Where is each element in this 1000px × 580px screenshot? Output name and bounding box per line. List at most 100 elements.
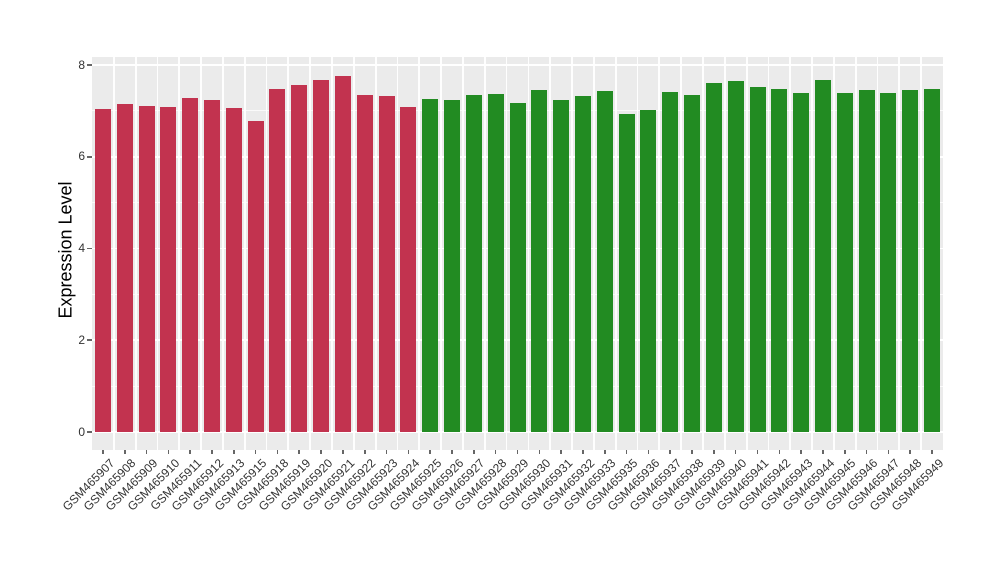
x-tick bbox=[429, 450, 431, 454]
bar-GSM465944 bbox=[814, 79, 831, 432]
category-divider bbox=[309, 57, 312, 450]
x-tick bbox=[538, 450, 541, 454]
x-tick bbox=[254, 450, 257, 454]
category-divider bbox=[243, 57, 246, 450]
bar-GSM465924 bbox=[400, 106, 417, 432]
bar-GSM465949 bbox=[924, 88, 941, 432]
x-tick bbox=[145, 450, 148, 454]
category-divider bbox=[723, 57, 726, 450]
category-divider bbox=[920, 57, 923, 450]
plot-panel bbox=[92, 57, 943, 450]
y-tick-label: 6 bbox=[78, 149, 85, 164]
category-divider bbox=[462, 57, 464, 450]
y-tick bbox=[87, 155, 92, 158]
bar-GSM465907 bbox=[94, 109, 111, 432]
bar-GSM465921 bbox=[334, 75, 351, 432]
x-tick bbox=[385, 450, 388, 454]
category-divider bbox=[854, 57, 857, 450]
y-tick bbox=[87, 247, 92, 250]
category-divider bbox=[418, 57, 421, 450]
category-divider bbox=[200, 57, 202, 450]
x-tick bbox=[582, 450, 584, 454]
bar-GSM465929 bbox=[509, 103, 526, 432]
bar-GSM465915 bbox=[247, 120, 264, 432]
category-divider bbox=[396, 57, 399, 450]
bar-GSM465939 bbox=[705, 83, 722, 432]
x-tick bbox=[625, 450, 628, 454]
x-tick bbox=[363, 450, 366, 454]
bar-GSM465909 bbox=[138, 106, 155, 432]
x-tick bbox=[909, 450, 912, 454]
bar-GSM465923 bbox=[378, 96, 395, 432]
bar-GSM465943 bbox=[793, 92, 810, 432]
x-tick bbox=[800, 450, 802, 454]
x-tick bbox=[865, 450, 868, 454]
bar-GSM465928 bbox=[487, 93, 504, 432]
category-divider bbox=[222, 57, 224, 450]
category-divider bbox=[614, 57, 617, 450]
category-divider bbox=[440, 57, 443, 450]
bar-GSM465936 bbox=[640, 109, 657, 432]
bar-GSM465945 bbox=[836, 93, 853, 432]
y-tick bbox=[87, 64, 92, 66]
category-divider bbox=[745, 57, 748, 450]
bar-GSM465926 bbox=[444, 100, 461, 432]
bar-GSM465933 bbox=[596, 91, 613, 432]
category-divider bbox=[112, 57, 115, 450]
x-tick bbox=[734, 450, 737, 454]
x-tick bbox=[713, 450, 715, 454]
x-tick bbox=[123, 450, 126, 454]
bar-GSM465946 bbox=[858, 89, 875, 432]
x-tick bbox=[494, 450, 497, 454]
bar-GSM465948 bbox=[902, 89, 919, 432]
y-tick-label: 2 bbox=[78, 332, 85, 347]
category-divider bbox=[767, 57, 770, 450]
gridline-major bbox=[92, 64, 943, 66]
bar-GSM465930 bbox=[531, 90, 548, 432]
x-tick bbox=[342, 450, 344, 454]
x-tick bbox=[276, 450, 279, 454]
x-tick bbox=[320, 450, 322, 454]
y-tick-label: 4 bbox=[78, 241, 85, 255]
category-divider bbox=[287, 57, 290, 450]
category-divider bbox=[331, 57, 333, 450]
bar-GSM465920 bbox=[313, 79, 330, 432]
bar-GSM465942 bbox=[771, 88, 788, 432]
category-divider bbox=[527, 57, 530, 450]
x-tick bbox=[778, 450, 781, 454]
bar-GSM465947 bbox=[880, 92, 897, 432]
category-divider bbox=[483, 57, 486, 450]
x-tick bbox=[407, 450, 410, 454]
category-divider bbox=[505, 57, 508, 450]
category-divider bbox=[789, 57, 792, 450]
category-divider bbox=[702, 57, 704, 450]
bar-GSM465937 bbox=[662, 91, 679, 432]
category-divider bbox=[658, 57, 661, 450]
x-tick bbox=[189, 450, 191, 454]
bar-GSM465925 bbox=[422, 98, 439, 432]
y-tick-label: 8 bbox=[78, 57, 85, 72]
category-divider bbox=[265, 57, 268, 450]
category-divider bbox=[680, 57, 683, 450]
bar-GSM465919 bbox=[291, 84, 308, 432]
category-divider bbox=[374, 57, 377, 450]
x-tick bbox=[233, 450, 235, 454]
bar-GSM465910 bbox=[160, 106, 177, 432]
gridline-major bbox=[92, 431, 943, 433]
y-tick-label: 0 bbox=[78, 424, 85, 439]
x-tick bbox=[669, 450, 672, 454]
x-tick bbox=[691, 450, 693, 454]
bar-GSM465913 bbox=[225, 107, 242, 432]
bar-GSM465911 bbox=[182, 98, 199, 432]
bar-GSM465918 bbox=[269, 89, 286, 432]
category-divider bbox=[832, 57, 835, 450]
x-tick bbox=[822, 450, 824, 454]
category-divider bbox=[134, 57, 137, 450]
category-divider bbox=[549, 57, 552, 450]
category-divider bbox=[156, 57, 159, 450]
x-tick bbox=[473, 450, 475, 454]
category-divider bbox=[898, 57, 901, 450]
bar-GSM465941 bbox=[749, 87, 766, 432]
y-tick bbox=[87, 431, 92, 433]
category-divider bbox=[636, 57, 639, 450]
